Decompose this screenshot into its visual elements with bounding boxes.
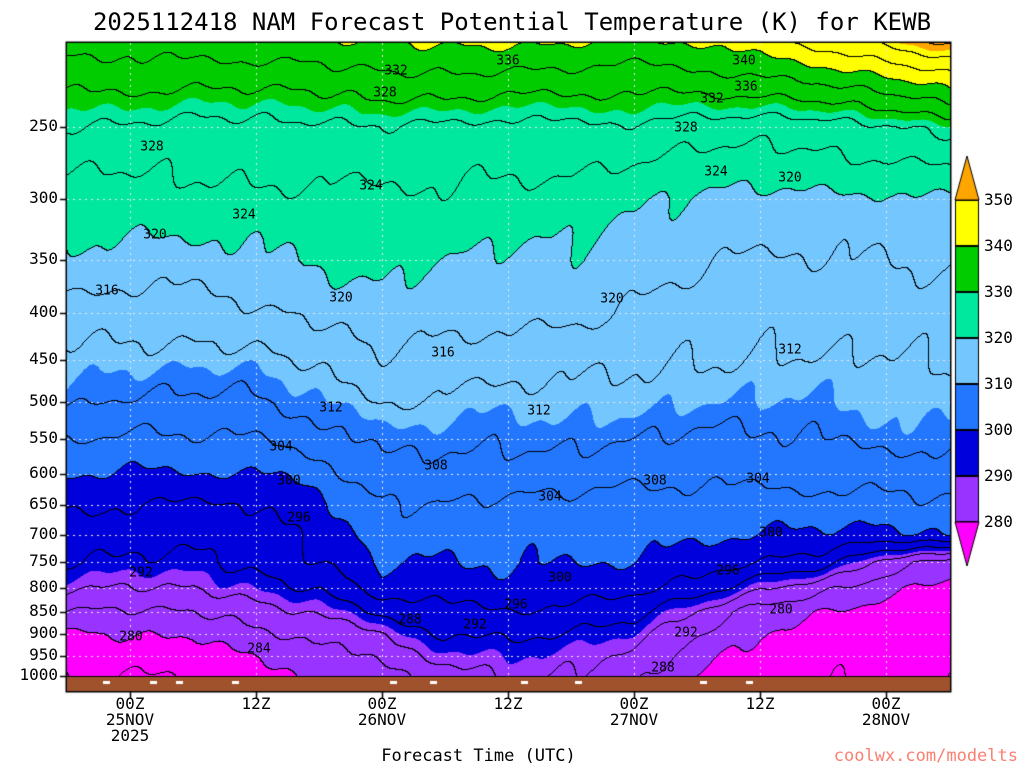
contour-line-label: 328 bbox=[373, 85, 397, 101]
contour-line-label: 320 bbox=[329, 290, 353, 306]
contour-line-label: 280 bbox=[769, 602, 793, 618]
colorbar-label: 310 bbox=[984, 374, 1013, 393]
contour-line-label: 336 bbox=[734, 79, 758, 95]
contour-line-label: 336 bbox=[496, 53, 520, 69]
contour-line-label: 292 bbox=[129, 565, 153, 581]
y-axis-label: 550 bbox=[29, 428, 58, 448]
contour-line-label: 316 bbox=[95, 283, 119, 299]
contour-line-label: 304 bbox=[746, 471, 770, 487]
contour-line-label: 312 bbox=[778, 342, 802, 358]
colorbar-label: 300 bbox=[984, 420, 1013, 439]
y-axis-label: 300 bbox=[29, 188, 58, 208]
contour-line-label: 328 bbox=[674, 120, 698, 136]
contour-line-label: 292 bbox=[463, 617, 487, 633]
y-axis-label: 500 bbox=[29, 390, 58, 410]
colorbar-label: 340 bbox=[984, 236, 1013, 255]
chart-title: 2025112418 NAM Forecast Potential Temper… bbox=[92, 8, 932, 36]
colorbar-label: 290 bbox=[984, 466, 1013, 485]
contour-line-label: 308 bbox=[643, 473, 667, 489]
y-axis-label: 900 bbox=[29, 623, 58, 643]
contour-line-label: 300 bbox=[548, 570, 572, 586]
contour-line-label: 280 bbox=[119, 629, 143, 645]
contour-line-label: 296 bbox=[716, 563, 740, 579]
contour-line-label: 304 bbox=[538, 489, 562, 505]
y-axis-label: 700 bbox=[29, 523, 58, 543]
y-axis-label: 850 bbox=[29, 600, 58, 620]
y-axis-label: 600 bbox=[29, 462, 58, 482]
contour-line-label: 300 bbox=[277, 473, 301, 489]
contour-line-label: 320 bbox=[600, 291, 624, 307]
contour-line-label: 320 bbox=[143, 227, 167, 243]
contour-line-label: 320 bbox=[778, 170, 802, 186]
contour-line-label: 300 bbox=[759, 525, 783, 541]
x-axis-title: Forecast Time (UTC) bbox=[381, 746, 576, 766]
colorbar-label: 330 bbox=[984, 282, 1013, 301]
contour-line-label: 304 bbox=[269, 439, 293, 455]
contour-line-label: 340 bbox=[732, 53, 756, 69]
contour-line-label: 296 bbox=[287, 510, 311, 526]
y-axis-label: 350 bbox=[29, 249, 58, 269]
contour-line-label: 324 bbox=[359, 178, 383, 194]
contour-line-label: 308 bbox=[424, 458, 448, 474]
contour-line-label: 296 bbox=[504, 597, 528, 613]
colorbar-label: 320 bbox=[984, 328, 1013, 347]
contour-line-label: 284 bbox=[247, 641, 271, 657]
contour-line-label: 292 bbox=[674, 625, 698, 641]
y-axis-label: 400 bbox=[29, 302, 58, 322]
watermark-link[interactable]: coolwx.com/modelts bbox=[833, 746, 1018, 766]
contour-line-label: 328 bbox=[140, 139, 164, 155]
contour-line-label: 332 bbox=[384, 63, 408, 79]
contour-line-label: 332 bbox=[700, 91, 724, 107]
y-axis-label: 1000 bbox=[19, 665, 58, 684]
contour-line-label: 312 bbox=[319, 400, 343, 416]
y-axis-label: 450 bbox=[29, 348, 58, 368]
y-axis-label: 250 bbox=[29, 116, 58, 136]
y-axis-label: 650 bbox=[29, 494, 58, 514]
contour-line-label: 324 bbox=[232, 207, 256, 223]
contour-line-label: 288 bbox=[398, 612, 422, 628]
colorbar-label: 350 bbox=[984, 190, 1013, 209]
y-axis-labels: 250 300 350 400 450 500 550 600 650 700 750 800 850 9… bbox=[0, 0, 60, 768]
y-axis-label: 800 bbox=[29, 576, 58, 596]
contour-line-label: 312 bbox=[527, 403, 551, 419]
contour-line-label: 288 bbox=[651, 660, 675, 676]
contour-line-label: 316 bbox=[431, 345, 455, 361]
y-axis-label: 750 bbox=[29, 551, 58, 571]
y-axis-label: 950 bbox=[29, 644, 58, 664]
contour-line-label: 324 bbox=[704, 164, 728, 180]
colorbar-label: 280 bbox=[984, 512, 1013, 531]
